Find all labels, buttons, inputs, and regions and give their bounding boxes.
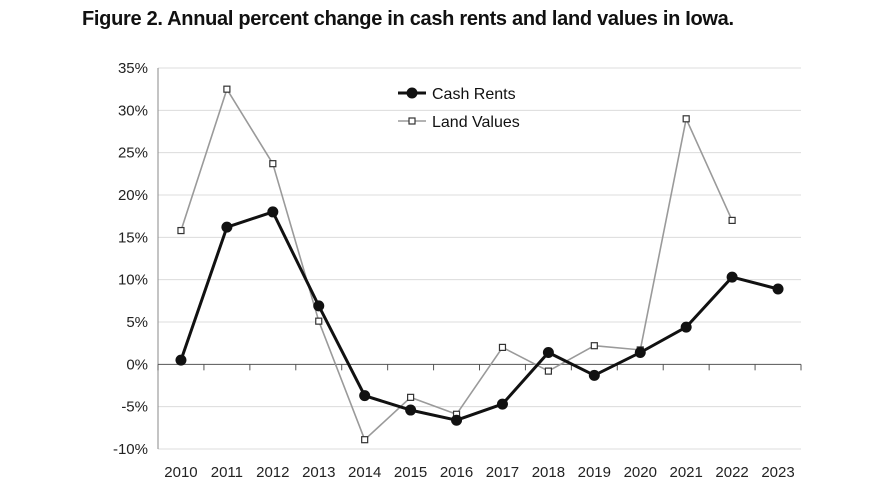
y-tick-label: 15% [118, 229, 148, 246]
data-point [359, 390, 371, 402]
legend: Cash Rents Land Values [398, 86, 520, 131]
data-point [315, 317, 323, 325]
x-tick-label: 2021 [669, 464, 702, 481]
data-point [175, 354, 187, 366]
legend-swatch-marker [406, 87, 418, 99]
data-point [496, 398, 508, 410]
data-point [313, 300, 325, 312]
data-point [177, 226, 185, 235]
data-point [267, 206, 279, 218]
data-point [588, 369, 600, 381]
data-point [451, 414, 463, 426]
x-tick-label: 2010 [164, 464, 197, 481]
data-point [726, 271, 738, 283]
series [175, 85, 784, 444]
legend-item-land-values: Land Values [398, 114, 520, 131]
data-point [728, 216, 736, 224]
legend-label: Cash Rents [432, 86, 516, 103]
x-tick-label: 2017 [486, 464, 519, 481]
y-tick-label: 5% [126, 314, 148, 331]
data-point [772, 283, 784, 295]
y-tick-label: -5% [121, 399, 148, 416]
data-point [269, 160, 277, 168]
y-tick-label: 10% [118, 272, 148, 289]
x-tick-label: 2022 [715, 464, 748, 481]
series-land-values [177, 85, 736, 444]
y-tick-label: 20% [118, 187, 148, 204]
data-point [634, 346, 646, 358]
x-tick-label: 2019 [578, 464, 611, 481]
y-tick-label: -10% [113, 441, 148, 458]
legend-label: Land Values [432, 114, 520, 131]
y-tick-label: 25% [118, 145, 148, 162]
chart-title: Figure 2. Annual percent change in cash … [82, 8, 734, 30]
legend-item-cash-rents: Cash Rents [398, 86, 516, 103]
data-point [498, 343, 507, 351]
y-tick-label: 35% [118, 60, 148, 77]
series-line [179, 210, 779, 422]
y-axis-tick-labels: 35% 30% 25% 20% 15% 10% 5% 0% -5% -10% [113, 60, 148, 458]
data-point [405, 404, 417, 416]
x-tick-label: 2011 [211, 464, 243, 481]
data-point [221, 221, 233, 233]
data-point [544, 367, 552, 375]
data-point [590, 342, 598, 350]
x-tick-label: 2014 [348, 464, 381, 481]
data-point [542, 346, 554, 358]
x-tick-label: 2020 [624, 464, 657, 481]
legend-swatch-marker [408, 117, 416, 125]
series-cash-rents [175, 206, 784, 426]
series-line [180, 88, 733, 441]
x-tick-label: 2015 [394, 464, 427, 481]
y-tick-label: 30% [118, 102, 148, 119]
x-axis-tick-labels: 2010 2011 2012 2013 2014 2015 2016 2017 2018 2019… [164, 464, 794, 481]
x-tick-label: 2013 [302, 464, 335, 481]
data-point [680, 321, 692, 333]
data-point [682, 115, 690, 123]
data-point [223, 85, 231, 93]
y-tick-label: 0% [126, 356, 148, 373]
x-tick-label: 2023 [761, 464, 794, 481]
x-tick-label: 2018 [532, 464, 565, 481]
x-tick-label: 2012 [256, 464, 289, 481]
gridlines [158, 67, 801, 450]
data-point [361, 436, 369, 444]
data-point [407, 393, 415, 401]
x-tick-label: 2016 [440, 464, 473, 481]
